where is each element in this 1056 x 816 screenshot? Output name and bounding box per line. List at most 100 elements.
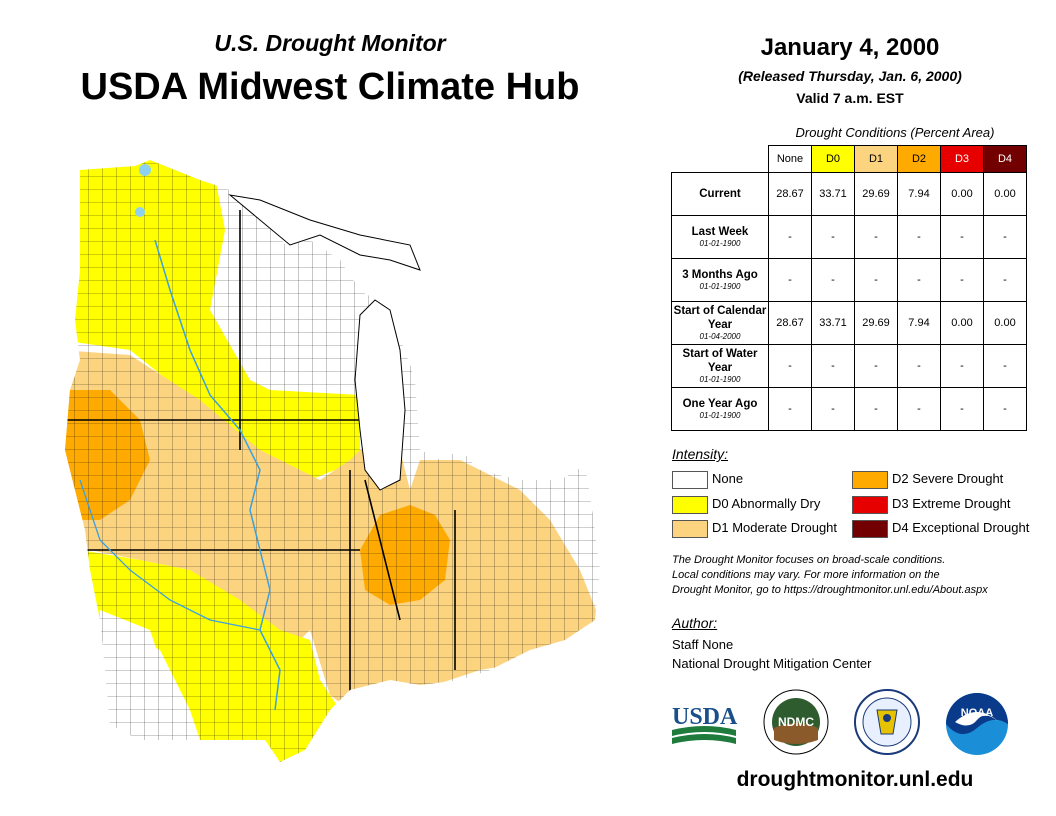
table-header-row: None D0 D1 D2 D3 D4	[672, 145, 1027, 173]
table-cell: 0.00	[983, 172, 1027, 216]
table-cell: -	[854, 215, 898, 259]
usda-logo-text: USDA	[672, 704, 738, 730]
table-cell: -	[940, 387, 984, 431]
note-line: Drought Monitor, go to https://droughtmo…	[672, 584, 988, 596]
row-label-text: Last Week	[691, 226, 749, 238]
table-cell: -	[811, 344, 855, 388]
col-header-d2: D2	[897, 145, 941, 173]
table-cell: -	[897, 387, 941, 431]
row-date: 01-01-1900	[699, 411, 741, 420]
row-label: One Year Ago 01-01-1900	[671, 387, 769, 431]
legend-swatch	[852, 470, 888, 489]
table-cell: 33.71	[811, 172, 855, 216]
author-org: National Drought Mitigation Center	[672, 656, 872, 671]
table-row: Start of Water Year 01-01-1900 - - - - - …	[671, 344, 1027, 388]
lake-superior	[228, 194, 421, 271]
missouri-river	[79, 479, 261, 631]
col-header-d0: D0	[811, 145, 855, 173]
legend-swatch	[672, 495, 708, 514]
table-cell: -	[811, 215, 855, 259]
legend-swatch	[672, 519, 708, 538]
row-label: 3 Months Ago 01-01-1900	[671, 258, 769, 302]
col-header-d3: D3	[940, 145, 984, 173]
row-label-text: Start of Water Year	[682, 348, 758, 374]
legend-item-d0: D0 Abnormally Dry	[672, 495, 821, 514]
table-cell: -	[768, 258, 812, 302]
table-cell: 28.67	[768, 172, 812, 216]
table-row: Last Week 01-01-1900 - - - - - -	[671, 215, 1027, 259]
legend-label: None	[712, 471, 744, 486]
table-cell: 29.69	[854, 172, 898, 216]
note-line: Local conditions may vary. For more info…	[672, 569, 940, 581]
drought-map	[65, 160, 600, 762]
legend-item-d1: D1 Moderate Drought	[672, 519, 838, 538]
table-cell: 29.69	[854, 301, 898, 345]
disclaimer-note: The Drought Monitor focuses on broad-sca…	[672, 553, 1042, 598]
row-label-text: Current	[699, 188, 741, 200]
table-cell: 0.00	[983, 301, 1027, 345]
map-title: USDA Midwest Climate Hub	[80, 66, 580, 108]
footer-url[interactable]: droughtmonitor.unl.edu	[736, 768, 974, 791]
table-cell: -	[983, 344, 1027, 388]
row-label: Last Week 01-01-1900	[671, 215, 769, 259]
row-date: 01-01-1900	[699, 282, 741, 291]
table-cell: -	[854, 387, 898, 431]
table-cell: 7.94	[897, 301, 941, 345]
map-subtitle: U.S. Drought Monitor	[214, 30, 446, 56]
table-cell: -	[983, 258, 1027, 302]
table-cell: -	[897, 344, 941, 388]
col-header-d4: D4	[983, 145, 1027, 173]
legend-label: D2 Severe Drought	[892, 471, 1004, 486]
legend-item-d3: D3 Extreme Drought	[852, 495, 1011, 514]
table-cell: -	[811, 387, 855, 431]
legend-label: D3 Extreme Drought	[892, 496, 1011, 511]
legend-label: D4 Exceptional Drought	[892, 520, 1030, 535]
map-date: January 4, 2000	[760, 34, 940, 61]
usda-logo: USDA	[672, 704, 738, 744]
legend-label: D1 Moderate Drought	[712, 520, 838, 535]
table-caption: Drought Conditions (Percent Area)	[795, 125, 995, 140]
table-cell: 0.00	[940, 301, 984, 345]
row-label-text: 3 Months Ago	[682, 269, 758, 281]
legend-swatch	[852, 495, 888, 514]
legend-item-none: None	[672, 470, 744, 489]
table-cell: -	[897, 215, 941, 259]
table-row: 3 Months Ago 01-01-1900 - - - - - -	[671, 258, 1027, 302]
legend-item-d2: D2 Severe Drought	[852, 470, 1004, 489]
noaa-logo-text: NOAA	[961, 707, 993, 719]
table-row: Start of Calendar Year 01-04-2000 28.67 3…	[671, 301, 1027, 345]
table-cell: -	[983, 387, 1027, 431]
author-label: Author:	[672, 615, 718, 631]
table-cell: -	[940, 215, 984, 259]
ndmc-logo-text: NDMC	[778, 715, 814, 729]
legend-label: D0 Abnormally Dry	[712, 496, 821, 511]
table-cell: -	[768, 344, 812, 388]
row-date: 01-04-2000	[699, 332, 741, 341]
row-label: Current	[671, 172, 769, 216]
author-name: Staff None	[672, 637, 734, 652]
table-cell: -	[854, 258, 898, 302]
table-cell: -	[768, 215, 812, 259]
note-line: The Drought Monitor focuses on broad-sca…	[672, 554, 946, 566]
commerce-seal	[854, 689, 920, 755]
drought-conditions-table: None D0 D1 D2 D3 D4 Current 28.67 33.71 …	[671, 145, 1027, 431]
legend-swatch	[852, 519, 888, 538]
table-cell: -	[940, 344, 984, 388]
row-label-text: Start of Calendar Year	[673, 305, 767, 331]
legend-swatch	[672, 470, 708, 489]
mississippi-river	[154, 239, 281, 711]
table-cell: 0.00	[940, 172, 984, 216]
table-cell: -	[854, 344, 898, 388]
table-row: Current 28.67 33.71 29.69 7.94 0.00 0.00	[671, 172, 1027, 216]
table-cell: -	[897, 258, 941, 302]
table-cell: 7.94	[897, 172, 941, 216]
table-cell: 33.71	[811, 301, 855, 345]
table-corner	[672, 146, 769, 173]
row-date: 01-01-1900	[699, 239, 741, 248]
row-label: Start of Calendar Year 01-04-2000	[671, 301, 769, 345]
table-cell: -	[811, 258, 855, 302]
release-date: (Released Thursday, Jan. 6, 2000)	[738, 68, 962, 84]
row-label-text: One Year Ago	[682, 398, 758, 410]
table-row: One Year Ago 01-01-1900 - - - - - -	[671, 387, 1027, 431]
table-cell: 28.67	[768, 301, 812, 345]
